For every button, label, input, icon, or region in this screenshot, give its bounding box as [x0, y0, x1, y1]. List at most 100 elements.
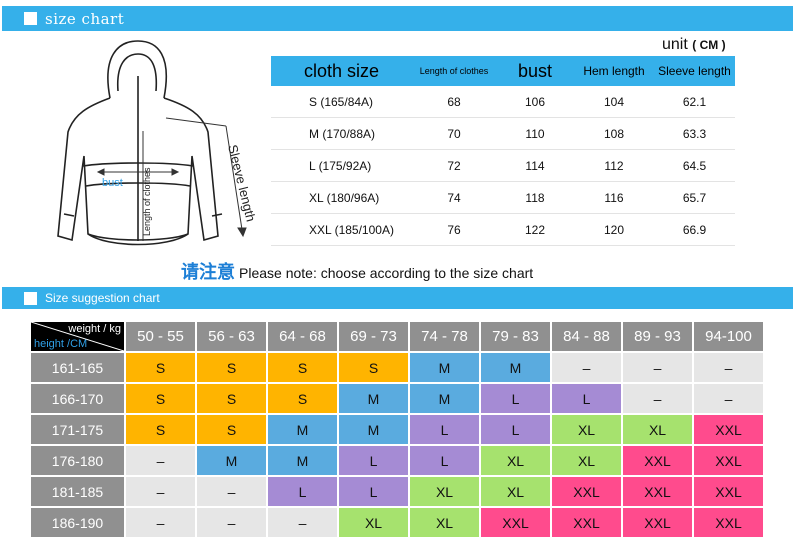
size-table-row: M (170/88A) 70 110 108 63.3 — [271, 117, 735, 150]
size-note: 请注意 Please note: choose according to the… — [181, 258, 533, 284]
size-table-cell: 72 — [412, 149, 496, 182]
size-cell: XL — [552, 446, 621, 475]
size-cell: – — [197, 508, 266, 537]
weight-header: 50 - 55 — [126, 322, 195, 351]
size-cell: M — [268, 446, 337, 475]
size-cell: L — [339, 446, 408, 475]
size-cell: S — [126, 384, 195, 413]
size-table: cloth size Length of clothes bust Hem le… — [271, 56, 735, 246]
size-table-cell: 112 — [574, 149, 654, 182]
size-cell: S — [126, 415, 195, 444]
height-header: 161-165 — [31, 353, 124, 382]
size-table-cell: 106 — [496, 86, 574, 118]
header-length: Length of clothes — [412, 56, 496, 86]
size-cell: – — [623, 384, 692, 413]
size-cell: XL — [410, 508, 479, 537]
size-cell: S — [268, 353, 337, 382]
size-cell: XXL — [552, 477, 621, 506]
size-table-cell: M (170/88A) — [271, 117, 412, 150]
size-cell: M — [410, 384, 479, 413]
size-cell: M — [481, 353, 550, 382]
size-table-cell: 65.7 — [654, 181, 735, 214]
length-label: Length of clothes — [142, 167, 152, 236]
size-table-cell: 66.9 — [654, 213, 735, 246]
header-cloth-size: cloth size — [271, 56, 412, 86]
grid-row: 166-170 S S S M M L L – – — [31, 384, 763, 413]
corner-weight: weight / kg — [68, 323, 121, 335]
grid-row: 181-185– – L L XL XL XXL XXL XXL — [31, 477, 763, 506]
size-table-cell: 120 — [574, 213, 654, 246]
size-cell: – — [694, 353, 763, 382]
size-cell: M — [339, 384, 408, 413]
size-table-cell: 74 — [412, 181, 496, 214]
size-cell: XXL — [623, 446, 692, 475]
weight-header: 79 - 83 — [481, 322, 550, 351]
size-table-row: L (175/92A) 72 114 112 64.5 — [271, 149, 735, 182]
checkbox-square-icon — [24, 12, 37, 25]
size-cell: XXL — [694, 508, 763, 537]
size-cell: – — [268, 508, 337, 537]
checkbox-square-icon — [24, 291, 37, 305]
size-cell: – — [197, 477, 266, 506]
size-cell: XXL — [623, 508, 692, 537]
height-header: 181-185 — [31, 477, 124, 506]
size-cell: – — [126, 477, 195, 506]
size-cell: M — [410, 353, 479, 382]
grid-row: 171-175 S S M M L L XL XL XXL — [31, 415, 763, 444]
height-header: 171-175 — [31, 415, 124, 444]
size-table-cell: 122 — [496, 213, 574, 246]
size-cell: – — [694, 384, 763, 413]
size-table-cell: 64.5 — [654, 149, 735, 182]
size-table-cell: XXL (185/100A) — [271, 213, 412, 246]
section-title: size chart — [45, 9, 125, 28]
size-cell: XXL — [694, 446, 763, 475]
grid-corner: weight / kg height /CM — [31, 322, 124, 351]
size-cell: XL — [623, 415, 692, 444]
size-table-cell: 108 — [574, 117, 654, 150]
bust-label: bust — [102, 177, 123, 189]
size-table-row: XL (180/96A) 74 118 116 65.7 — [271, 181, 735, 214]
grid-header-row: weight / kg height /CM 50 - 55 56 - 63 64 … — [31, 322, 763, 351]
weight-header: 74 - 78 — [410, 322, 479, 351]
size-cell: L — [268, 477, 337, 506]
size-table-cell: 68 — [412, 86, 496, 118]
size-cell: S — [268, 384, 337, 413]
size-suggestion-grid: weight / kg height /CM 50 - 55 56 - 63 64 … — [29, 320, 765, 539]
size-cell: – — [552, 353, 621, 382]
size-cell: L — [339, 477, 408, 506]
corner-height: height /CM — [34, 338, 88, 350]
size-cell: L — [481, 384, 550, 413]
weight-header: 69 - 73 — [339, 322, 408, 351]
size-cell: XXL — [694, 415, 763, 444]
size-cell: S — [197, 415, 266, 444]
size-table-cell: 76 — [412, 213, 496, 246]
size-cell: XL — [410, 477, 479, 506]
size-table-cell: 70 — [412, 117, 496, 150]
size-cell: XL — [481, 477, 550, 506]
size-table-cell: 114 — [496, 149, 574, 182]
jacket-illustration: bust Length of clothes Sleeve length — [57, 40, 259, 246]
note-cn: 请注意 — [181, 262, 235, 282]
size-cell: – — [126, 508, 195, 537]
size-cell: XXL — [623, 477, 692, 506]
suggestion-header-bar: Size suggestion chart — [2, 287, 793, 309]
size-cell: S — [126, 353, 195, 382]
size-table-cell: XL (180/96A) — [271, 181, 412, 214]
size-table-header-row: cloth size Length of clothes bust Hem le… — [271, 56, 735, 86]
unit-value: ( CM ) — [692, 38, 726, 52]
size-cell: XXL — [552, 508, 621, 537]
size-cell: M — [268, 415, 337, 444]
size-table-cell: S (165/84A) — [271, 86, 412, 118]
size-table-cell: 116 — [574, 181, 654, 214]
size-cell: S — [197, 384, 266, 413]
grid-row: 186-190– – – XL XL XXL XXL XXL XXL — [31, 508, 763, 537]
section-title: Size suggestion chart — [45, 291, 160, 305]
size-cell: XL — [481, 446, 550, 475]
size-table-cell: 118 — [496, 181, 574, 214]
size-table-cell: L (175/92A) — [271, 149, 412, 182]
size-cell: L — [410, 415, 479, 444]
size-cell: M — [339, 415, 408, 444]
height-header: 186-190 — [31, 508, 124, 537]
size-table-cell: 62.1 — [654, 86, 735, 118]
weight-header: 89 - 93 — [623, 322, 692, 351]
